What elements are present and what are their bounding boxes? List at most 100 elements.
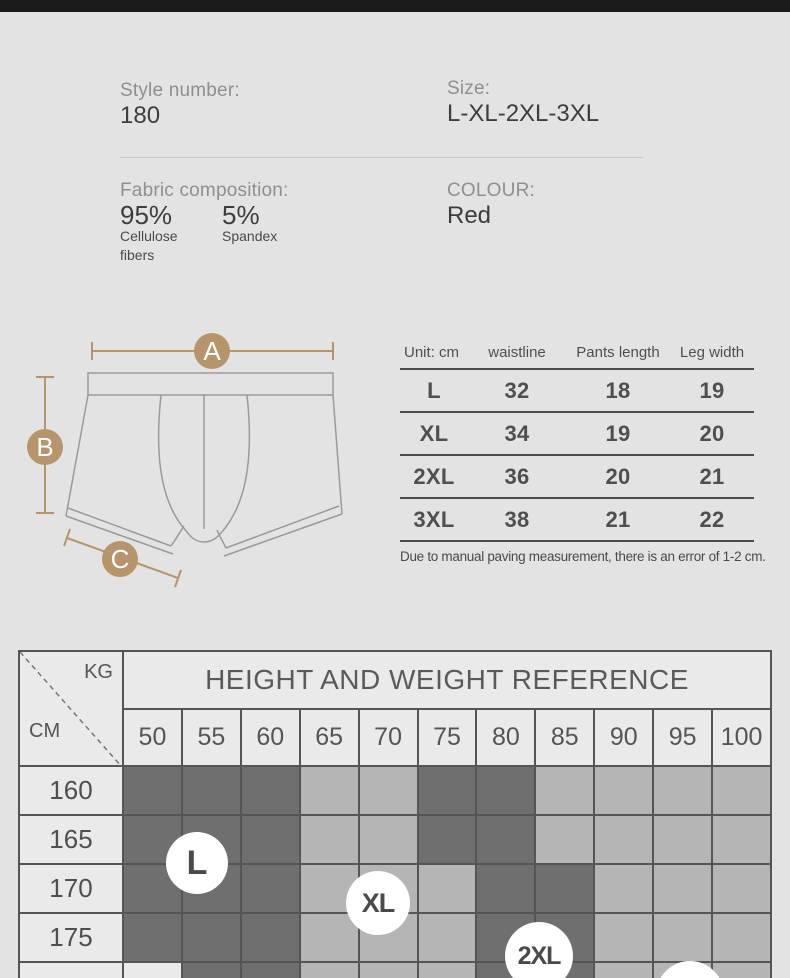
spec-pants-length: 19 <box>605 420 631 446</box>
hw-cell <box>654 914 712 961</box>
size-value: L-XL-2XL-3XL <box>447 100 600 127</box>
size-badge-3xl: 3XL <box>656 961 724 978</box>
weight-col-label: 85 <box>536 710 594 765</box>
weight-col-label: 90 <box>595 710 653 765</box>
measurement-error-note: Due to manual paving measurement, there … <box>400 549 766 564</box>
size-badge-xl: XL <box>346 871 410 935</box>
cm-unit-label: CM <box>29 720 61 742</box>
hw-cell <box>241 914 299 961</box>
fabric-name-1: Cellulose fibers <box>120 228 178 263</box>
spec-leg-width: 21 <box>699 463 725 489</box>
height-row-label <box>20 963 122 978</box>
hw-cell <box>654 865 712 912</box>
spec-row-2xl: 2XL 36 20 21 <box>400 456 754 499</box>
hw-cell <box>241 865 299 912</box>
hw-cell <box>713 963 770 978</box>
boxer-measurement-diagram: A B C <box>27 333 343 588</box>
chart-corner-cell: KG CM <box>19 651 123 768</box>
weight-col-label: 80 <box>477 710 535 765</box>
hw-cell <box>182 914 240 961</box>
weight-col-label: 55 <box>182 710 240 765</box>
style-number-label: Style number: <box>120 80 240 101</box>
weight-col-label: 95 <box>654 710 712 765</box>
spec-waistline: 34 <box>504 420 530 446</box>
hw-cell <box>418 865 476 912</box>
hw-cell <box>124 963 181 978</box>
measure-c-letter: C <box>111 544 130 574</box>
boxer-outline <box>65 372 343 557</box>
kg-unit-label: KG <box>84 661 113 683</box>
spec-header-pants-length: Pants length <box>576 343 660 361</box>
hw-cell <box>654 816 712 863</box>
hw-cell <box>300 767 358 814</box>
fabric-percent-1: 95% <box>120 200 173 230</box>
hw-cell <box>477 865 535 912</box>
hw-cell <box>595 963 653 978</box>
weight-col-label: 70 <box>359 710 417 765</box>
spec-header-leg-width: Leg width <box>679 343 745 361</box>
spec-leg-width: 22 <box>699 506 725 532</box>
spec-header-unit: Unit: cm <box>404 343 460 361</box>
hw-cell <box>536 865 594 912</box>
spec-row-xl: XL 34 19 20 <box>400 413 754 456</box>
weight-col-label: 50 <box>124 710 181 765</box>
height-row-label: 175 <box>20 914 122 961</box>
hw-cell <box>418 963 476 978</box>
height-weight-chart: KG CM HEIGHT AND WEIGHT REFERENCE 50 55 … <box>18 650 772 978</box>
hw-cell <box>241 767 299 814</box>
size-label: Size: <box>447 78 491 99</box>
hw-cell <box>418 914 476 961</box>
fabric-composition-label: Fabric composition: <box>120 180 289 201</box>
hw-cell <box>713 816 770 863</box>
spec-pants-length: 18 <box>605 377 631 403</box>
weight-col-label: 75 <box>418 710 476 765</box>
section-divider <box>120 157 643 158</box>
spec-leg-width: 20 <box>699 420 725 446</box>
hw-cell <box>477 816 535 863</box>
weight-col-label: 65 <box>300 710 358 765</box>
hw-cell <box>595 914 653 961</box>
colour-value: Red <box>447 202 492 229</box>
hw-cell <box>536 816 594 863</box>
hw-cell <box>418 767 476 814</box>
spec-header-row: Unit: cm waistline Pants length Leg widt… <box>400 336 754 370</box>
height-row-label: 160 <box>20 767 122 814</box>
size-spec-table: Unit: cm waistline Pants length Leg widt… <box>400 336 754 542</box>
spec-pants-length: 20 <box>605 463 631 489</box>
colour-label: COLOUR: <box>447 180 535 201</box>
spec-waistline: 38 <box>504 506 530 532</box>
hw-cell <box>595 767 653 814</box>
spec-row-l: L 32 18 19 <box>400 370 754 413</box>
weight-col-label: 60 <box>241 710 299 765</box>
hw-cell <box>182 767 240 814</box>
measure-b-letter: B <box>36 432 53 462</box>
hw-cell <box>654 767 712 814</box>
size-badge-l: L <box>166 832 228 894</box>
hw-cell <box>713 767 770 814</box>
top-divider-bar <box>0 0 790 12</box>
hw-cell <box>359 767 417 814</box>
hw-cell <box>241 963 299 978</box>
spec-waistline: 32 <box>504 377 530 403</box>
hw-cell <box>300 816 358 863</box>
fabric-name-2: Spandex <box>222 228 278 244</box>
hw-cell <box>182 963 240 978</box>
hw-cell <box>595 816 653 863</box>
spec-header-waistline: waistline <box>488 343 546 361</box>
hw-cell <box>477 767 535 814</box>
spec-waistline: 36 <box>504 463 530 489</box>
hw-cell <box>359 963 417 978</box>
spec-size: 3XL <box>413 506 455 532</box>
spec-leg-width: 19 <box>699 377 725 403</box>
height-row-label: 170 <box>20 865 122 912</box>
spec-pants-length: 21 <box>605 506 631 532</box>
spec-size: XL <box>419 420 449 446</box>
height-row-label: 165 <box>20 816 122 863</box>
hw-cell <box>241 816 299 863</box>
spec-size: 2XL <box>413 463 455 489</box>
hw-cell <box>713 865 770 912</box>
hw-cell <box>300 963 358 978</box>
hw-cell <box>124 767 181 814</box>
hw-cell <box>300 914 358 961</box>
